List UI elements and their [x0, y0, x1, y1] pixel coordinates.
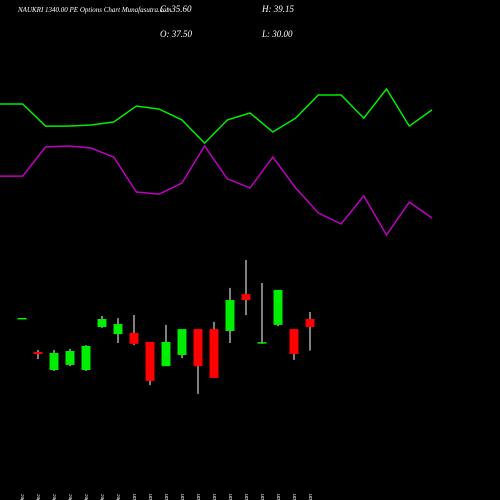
candle-body	[161, 341, 171, 367]
candle-body	[257, 342, 267, 344]
candle-body	[113, 324, 123, 335]
x-tick-label: 09 Jan	[228, 494, 234, 500]
candle-body	[97, 318, 107, 327]
x-tick-label: 23 Dec	[36, 494, 42, 500]
candle-body	[305, 318, 315, 327]
ohlc-close: C: 35.60	[160, 4, 192, 14]
x-tick-label: 14 Jan	[275, 494, 282, 500]
candle-body	[273, 289, 283, 325]
x-tick-label: 03 Jan	[164, 494, 170, 500]
indicator-line	[0, 87, 433, 145]
x-tick-label: 16 Jan	[308, 494, 314, 500]
candle-body	[289, 329, 299, 354]
x-tick-label: 02 Jan	[148, 494, 154, 500]
x-tick-label: 17 Dec	[20, 494, 26, 500]
x-tick-label: 26 Dec	[68, 494, 74, 500]
candle-body	[17, 317, 27, 320]
candle-body	[65, 350, 75, 365]
candle-body	[209, 329, 219, 378]
indicator-line	[0, 144, 433, 237]
x-tick-label: 13 Jan	[260, 494, 266, 500]
x-tick-label: 07 Jan	[196, 494, 202, 500]
x-tick-label: 24 Dec	[51, 494, 58, 500]
candle-body	[129, 332, 139, 344]
candle-body	[145, 341, 155, 381]
candle-body	[177, 329, 187, 355]
chart-title: NAUKRI 1340.00 PE Options Chart Munafasu…	[17, 6, 171, 14]
x-tick-label: 10 Jan	[244, 494, 250, 500]
candle-body	[225, 300, 235, 331]
x-tick-label: 15 Jan	[292, 494, 298, 500]
candle-body	[193, 329, 203, 367]
x-tick-label: 30 Dec	[100, 494, 106, 500]
x-tick-label: 27 Dec	[84, 494, 90, 500]
x-tick-label: 01 Jan	[132, 494, 138, 500]
ohlc-low: L: 30.00	[261, 29, 293, 39]
ohlc-open: O: 37.50	[160, 29, 192, 39]
candle-body	[33, 352, 43, 354]
candle-body	[49, 352, 59, 370]
candle-body	[81, 345, 91, 370]
x-tick-label: 06 Jan	[180, 494, 186, 500]
x-tick-label: 31 Dec	[116, 494, 122, 500]
ohlc-high: H: 39.15	[261, 4, 294, 14]
x-tick-label: 08 Jan	[212, 494, 218, 500]
candle-body	[241, 294, 251, 301]
